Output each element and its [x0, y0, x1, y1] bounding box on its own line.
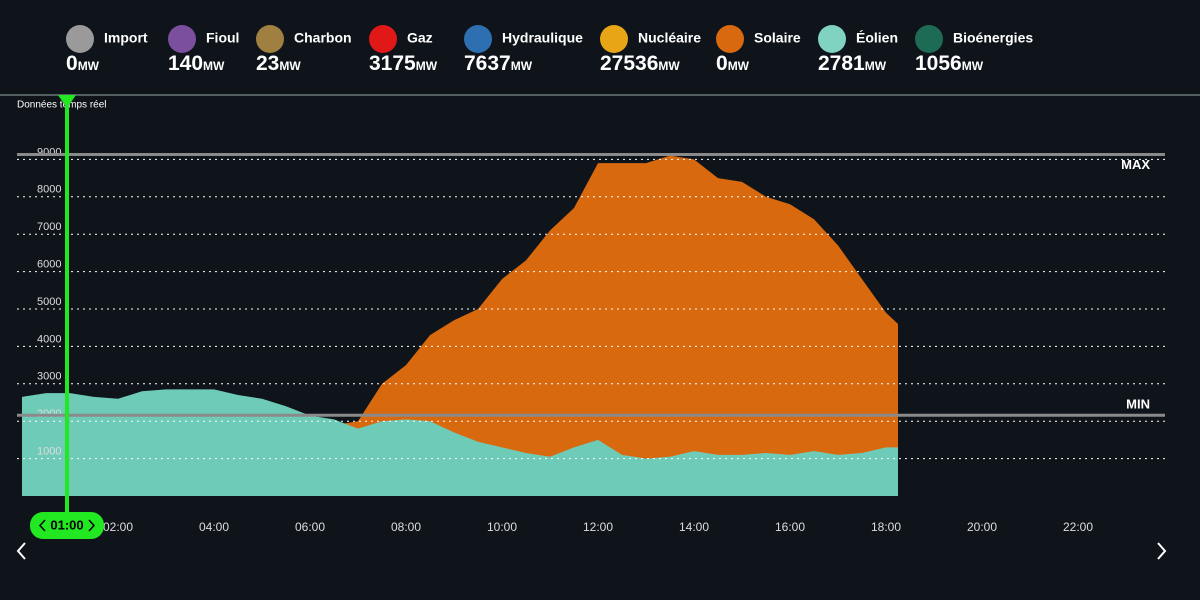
source-value-number: 27536 [600, 52, 658, 75]
x-tick-label: 02:00 [103, 520, 133, 534]
source-value: 140MW [168, 52, 225, 75]
y-tick-label: 6000 [37, 259, 61, 271]
area [22, 155, 898, 496]
source-unit: MW [658, 59, 680, 73]
source-value-number: 0 [66, 52, 78, 75]
source-unit: MW [865, 59, 887, 73]
source-name: Solaire [754, 30, 801, 46]
source-name: Nucléaire [638, 30, 701, 46]
source-icon [600, 25, 628, 53]
source-value-number: 1056 [915, 52, 962, 75]
subtitle: Données temps réel [17, 100, 107, 111]
source-name: Import [104, 30, 148, 46]
x-tick-label: 04:00 [199, 520, 229, 534]
x-tick-label: 14:00 [679, 520, 709, 534]
source-unit: MW [511, 59, 533, 73]
source-icon [818, 25, 846, 53]
y-tick-label: 5000 [37, 296, 61, 308]
x-tick-label: 16:00 [775, 520, 805, 534]
source-value: 3175MW [369, 52, 438, 75]
source-unit: MW [416, 59, 438, 73]
source-value-number: 23 [256, 52, 279, 75]
source-value: 0MW [66, 52, 100, 75]
source-unit: MW [203, 59, 225, 73]
cursor-handle [58, 95, 76, 108]
source-icon [915, 25, 943, 53]
y-tick-label: 4000 [37, 333, 61, 345]
source-value-number: 140 [168, 52, 203, 75]
source-value: 1056MW [915, 52, 984, 75]
cursor-left [38, 519, 46, 532]
source-value-number: 7637 [464, 52, 511, 75]
y-tick-label: 1000 [37, 446, 61, 458]
x-tick-label: 06:00 [295, 520, 325, 534]
cursor-pill[interactable] [30, 512, 104, 539]
source-value-number: 2781 [818, 52, 865, 75]
x-tick-label: 22:00 [1063, 520, 1093, 534]
source-icon [168, 25, 196, 53]
min-line-label: MIN [1126, 397, 1150, 412]
y-tick-label: 8000 [37, 184, 61, 196]
max-line-label: MAX [1121, 157, 1150, 172]
source-unit: MW [728, 59, 750, 73]
x-tick-label: 20:00 [967, 520, 997, 534]
source-value-number: 0 [716, 52, 728, 75]
next-arrow[interactable] [1157, 542, 1167, 560]
source-value: 23MW [256, 52, 301, 75]
x-tick-label: 18:00 [871, 520, 901, 534]
source-name: Bioénergies [953, 30, 1033, 46]
source-name: Hydraulique [502, 30, 583, 46]
source-value-number: 3175 [369, 52, 416, 75]
source-icon [66, 25, 94, 53]
source-icon [464, 25, 492, 53]
source-name: Éolien [856, 30, 898, 46]
source-name: Gaz [407, 30, 433, 46]
y-tick-label: 3000 [37, 371, 61, 383]
source-value: 27536MW [600, 52, 680, 75]
source-unit: MW [78, 59, 100, 73]
source-icon [256, 25, 284, 53]
source-unit: MW [962, 59, 984, 73]
cursor-label: 01:00 [50, 517, 83, 532]
source-name: Fioul [206, 30, 239, 46]
x-tick-label: 12:00 [583, 520, 613, 534]
source-unit: MW [279, 59, 301, 73]
prev-arrow[interactable] [16, 542, 26, 560]
y-tick-label: 9000 [37, 146, 61, 158]
x-tick-label: 10:00 [487, 520, 517, 534]
source-value: 2781MW [818, 52, 887, 75]
x-tick-label: 08:00 [391, 520, 421, 534]
source-icon [369, 25, 397, 53]
source-value: 7637MW [464, 52, 533, 75]
source-value: 0MW [716, 52, 750, 75]
y-tick-label: 7000 [37, 221, 61, 233]
source-name: Charbon [294, 30, 352, 46]
cursor-right [88, 519, 96, 532]
source-icon [716, 25, 744, 53]
